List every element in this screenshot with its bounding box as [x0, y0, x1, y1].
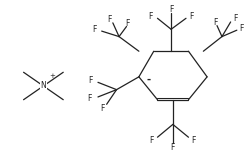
- Text: F: F: [101, 104, 105, 113]
- Text: F: F: [125, 19, 130, 28]
- Text: F: F: [240, 24, 244, 33]
- Text: F: F: [191, 136, 195, 145]
- Text: F: F: [171, 143, 175, 152]
- Text: +: +: [49, 73, 55, 79]
- Text: F: F: [233, 14, 238, 23]
- Text: F: F: [107, 15, 111, 24]
- Text: F: F: [87, 94, 92, 103]
- Text: F: F: [92, 25, 96, 34]
- Text: F: F: [148, 12, 152, 21]
- Text: F: F: [214, 18, 218, 27]
- Text: F: F: [88, 76, 93, 85]
- Text: N: N: [40, 81, 46, 90]
- Text: F: F: [189, 12, 193, 21]
- Text: -: -: [147, 75, 151, 85]
- Text: F: F: [169, 5, 173, 14]
- Text: F: F: [149, 136, 154, 145]
